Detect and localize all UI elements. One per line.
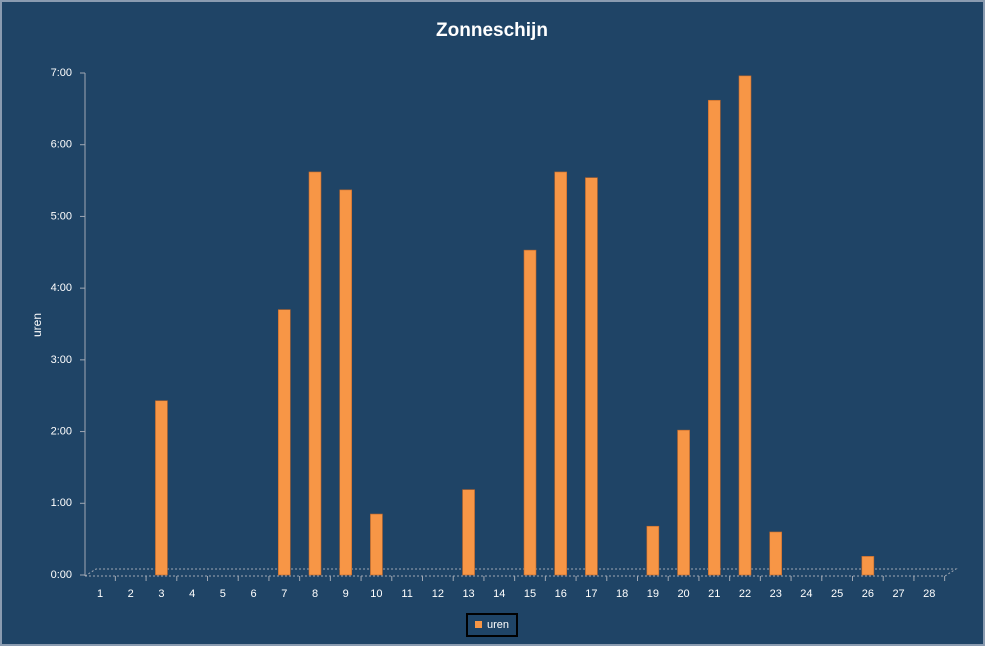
- x-tick-label: 1: [97, 588, 103, 600]
- bar: [370, 513, 383, 576]
- bar: [861, 556, 875, 576]
- y-axis-label: uren: [30, 313, 44, 337]
- bar: [155, 400, 168, 576]
- y-tick-label: 2:00: [51, 425, 72, 437]
- legend-label: uren: [487, 619, 509, 631]
- x-tick-label: 7: [281, 588, 287, 600]
- bar: [646, 525, 660, 576]
- x-tick-label: 5: [220, 588, 226, 600]
- x-tick-label: 17: [585, 588, 597, 600]
- x-tick-label: 21: [708, 588, 720, 600]
- bar: [523, 249, 537, 576]
- y-tick-label: 7:00: [51, 67, 72, 79]
- x-tick-label: 28: [923, 588, 935, 600]
- bar: [707, 99, 721, 576]
- floor: [83, 568, 958, 577]
- x-tick-label: 19: [647, 588, 659, 600]
- x-tick-label: 25: [831, 588, 843, 600]
- x-tick-label: 3: [158, 588, 164, 600]
- x-tick-label: 12: [432, 588, 444, 600]
- y-tick-label: 4:00: [51, 282, 72, 294]
- x-tick-label: 16: [555, 588, 567, 600]
- legend-swatch: [475, 621, 482, 628]
- bar: [339, 189, 353, 576]
- y-tick-label: 5:00: [51, 210, 72, 222]
- bar: [554, 171, 568, 576]
- x-tick-label: 20: [677, 588, 689, 600]
- y-tick-label: 3:00: [51, 354, 72, 366]
- x-tick-label: 9: [343, 588, 349, 600]
- x-tick-label: 24: [800, 588, 812, 600]
- chart-title: Zonneschijn: [436, 20, 548, 41]
- y-tick-label: 6:00: [51, 139, 72, 151]
- y-tick-label: 0:00: [51, 569, 72, 581]
- x-tick-label: 15: [524, 588, 536, 600]
- x-tick-label: 6: [251, 588, 257, 600]
- y-tick-label: 1:00: [51, 497, 72, 509]
- x-tick-label: 4: [189, 588, 195, 600]
- bar: [308, 171, 322, 576]
- bar: [277, 309, 291, 576]
- bar: [462, 489, 475, 576]
- bar: [738, 75, 752, 576]
- x-tick-label: 2: [128, 588, 134, 600]
- x-tick-label: 11: [401, 588, 412, 600]
- x-tick-label: 8: [312, 588, 318, 600]
- x-tick-label: 18: [616, 588, 628, 600]
- x-tick-label: 13: [462, 588, 474, 600]
- bar: [585, 177, 598, 576]
- x-tick-label: 26: [862, 588, 874, 600]
- bar: [677, 429, 690, 576]
- x-tick-label: 23: [770, 588, 782, 600]
- legend-box: [466, 613, 518, 637]
- x-tick-label: 22: [739, 588, 751, 600]
- x-tick-label: 27: [892, 588, 904, 600]
- x-tick-label: 14: [493, 588, 505, 600]
- x-tick-label: 10: [370, 588, 382, 600]
- bar: [769, 531, 783, 576]
